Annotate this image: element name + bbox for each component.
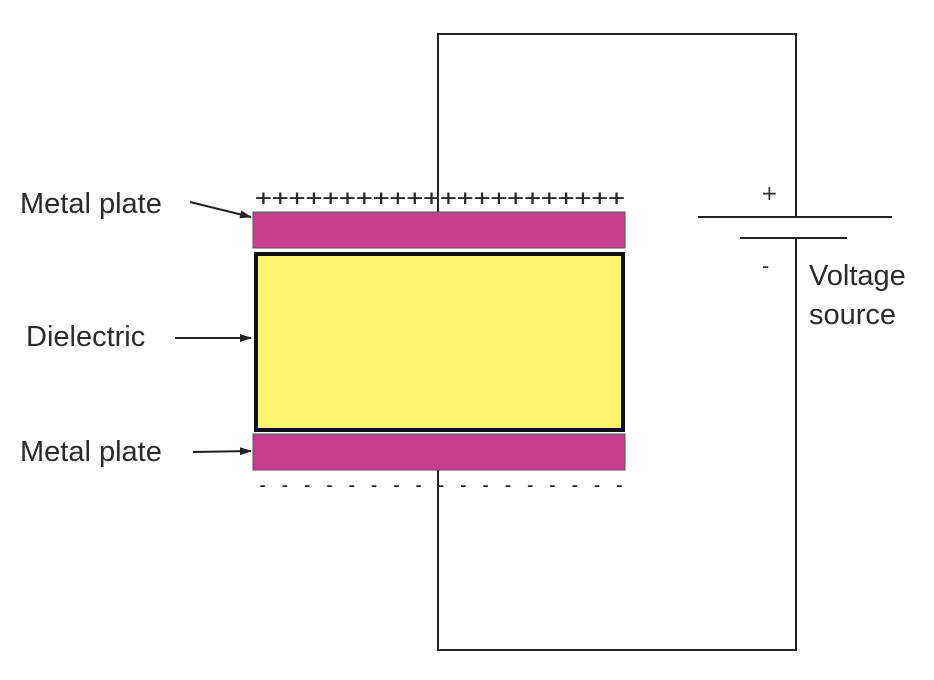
voltage-source-label-line2: source [809, 299, 896, 331]
bottom-plate-label: Metal plate [20, 436, 162, 468]
dielectric-layer [254, 252, 625, 432]
voltage-source-label-line1: Voltage [809, 260, 906, 292]
bottom-plate-arrow [192, 447, 252, 456]
circuit-wires [437, 33, 797, 651]
positive-charges: ++++++++++++++++++++++ [255, 186, 625, 211]
top-wire [437, 33, 797, 217]
positive-terminal-sign: + [761, 181, 778, 205]
bottom-metal-plate [252, 433, 626, 471]
bottom-wire [437, 238, 797, 651]
top-metal-plate [252, 211, 626, 249]
top-plate-label: Metal plate [20, 188, 162, 220]
dielectric-label: Dielectric [26, 321, 145, 353]
negative-terminal-sign: - [762, 254, 769, 278]
negative-charges: - - - - - - - - - - - - - - - - - [257, 473, 625, 498]
voltage-source-symbol: + - Voltage source [698, 181, 906, 331]
top-plate-arrow [189, 201, 252, 219]
